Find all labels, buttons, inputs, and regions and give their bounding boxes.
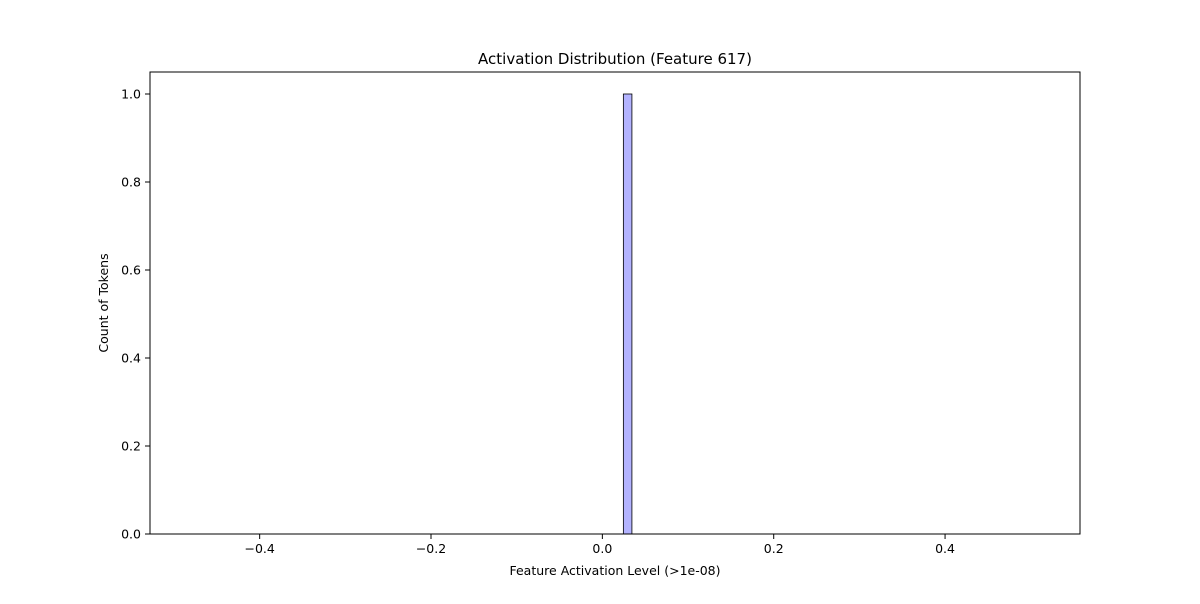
x-tick-label: 0.4 bbox=[935, 541, 955, 556]
bars-layer bbox=[622, 93, 633, 535]
x-tick-label: −0.4 bbox=[244, 541, 274, 556]
y-tick-label: 0.8 bbox=[121, 175, 141, 190]
histogram-bar bbox=[622, 93, 633, 535]
y-tick-label: 1.0 bbox=[121, 87, 141, 102]
y-tick-label: 0.0 bbox=[121, 527, 141, 542]
y-axis-label: Count of Tokens bbox=[96, 253, 111, 352]
y-tick-label: 0.6 bbox=[121, 263, 141, 278]
x-tick-label: 0.2 bbox=[764, 541, 784, 556]
plot-frame bbox=[149, 71, 1081, 535]
x-tick-label: −0.2 bbox=[416, 541, 446, 556]
x-axis-label: Feature Activation Level (>1e-08) bbox=[509, 563, 720, 578]
x-axis-ticks: −0.4 −0.2 0.0 0.2 0.4 bbox=[244, 534, 955, 556]
y-axis-ticks: 0.0 0.2 0.4 0.6 0.8 1.0 bbox=[121, 87, 150, 542]
y-tick-label: 0.2 bbox=[121, 439, 141, 454]
x-tick-label: 0.0 bbox=[592, 541, 612, 556]
chart-title: Activation Distribution (Feature 617) bbox=[478, 50, 752, 68]
y-tick-label: 0.4 bbox=[121, 351, 141, 366]
